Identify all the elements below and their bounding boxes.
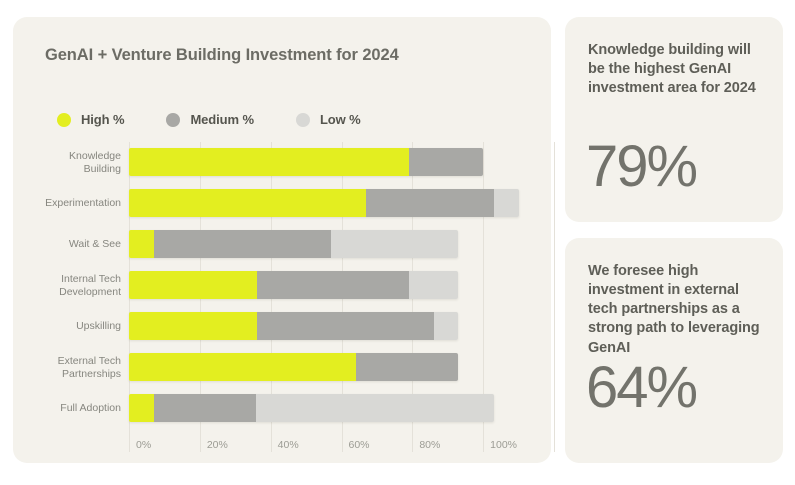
chart-card: GenAI + Venture Building Investment for … [13,17,555,463]
stat-card-knowledge-building: Knowledge building will be the highest G… [565,17,783,222]
bar-row [129,142,554,183]
bar-segment-high [129,230,154,258]
category-label: Upskilling [76,320,121,333]
legend-dot-medium-icon [166,112,181,127]
bar-segment-low [433,312,459,340]
legend-item-high: High % [57,112,125,127]
category-label: Full Adoption [60,402,121,415]
bar-segment-medium [256,271,409,299]
stat-card-external-tech: We foresee high investment in external t… [565,238,783,463]
bar-segment-high [129,271,257,299]
bar-segment-high [129,189,367,217]
stacked-bar [129,312,459,340]
bar-segment-medium [355,353,459,381]
bar-segment-medium [153,394,257,422]
legend-item-medium: Medium % [166,112,254,127]
x-tick-label: 80% [419,439,441,451]
stat-text: Knowledge building will be the highest G… [588,42,756,97]
bar-segment-low [256,394,494,422]
legend-label-high: High % [81,112,125,127]
bar-row [129,183,554,224]
x-tick-label: 100% [490,439,518,451]
legend-label-low: Low % [319,112,361,127]
bar-row [129,306,554,347]
gridline [483,142,485,452]
stat-value: 64% [586,355,698,420]
legend-dot-high-icon [57,112,71,127]
category-label: Internal Tech Development [59,273,121,298]
category-labels: Knowledge Building Experimentation Wait & … [29,142,121,429]
legend-dot-low-icon [295,112,310,127]
gridline [554,142,555,452]
bar-segment-low [493,189,519,217]
x-tick-label: 20% [206,439,228,451]
stacked-bar [129,148,484,176]
bar-segment-medium [408,148,484,176]
bar-segment-high [129,312,257,340]
chart-legend: High % Medium % Low % [57,112,361,127]
stacked-bar [129,230,459,258]
stat-text: We foresee high investment in external t… [588,263,760,356]
stacked-bar [129,271,459,299]
bar-row [129,347,554,388]
chart-title: GenAI + Venture Building Investment for … [45,46,399,64]
category-label: Experimentation [45,197,121,210]
bars [129,142,554,429]
bar-segment-high [129,353,356,381]
x-tick-label: 40% [277,439,299,451]
x-axis: 0% 20% 40% 60% 80% 100% [129,439,554,455]
stacked-bar [129,353,459,381]
bar-row [129,265,554,306]
category-label: External Tech Partnerships [57,355,121,380]
bar-segment-medium [366,189,494,217]
bar-segment-high [129,394,154,422]
bar-segment-low [408,271,459,299]
bar-row [129,388,554,429]
legend-label-medium: Medium % [190,112,254,127]
bar-row [129,224,554,265]
bar-segment-medium [256,312,434,340]
x-tick-label: 0% [136,439,152,451]
category-label: Wait & See [68,238,121,251]
plot-area: 0% 20% 40% 60% 80% 100% [129,142,555,452]
bar-segment-low [330,230,459,258]
stat-value: 79% [586,134,698,199]
category-label: Knowledge Building [69,150,121,175]
stacked-bar [129,394,494,422]
bar-segment-medium [153,230,331,258]
x-tick-label: 60% [348,439,370,451]
legend-item-low: Low % [295,112,361,127]
stacked-bar [129,189,519,217]
bar-segment-high [129,148,409,176]
